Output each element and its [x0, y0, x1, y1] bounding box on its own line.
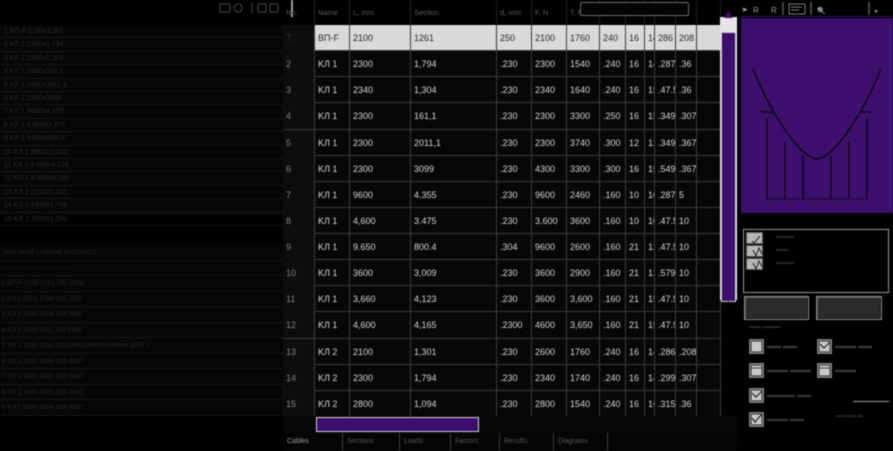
svg-text:R: R [771, 6, 777, 15]
svg-text:🔍: 🔍 [817, 6, 826, 15]
svg-text:▸: ▸ [875, 8, 879, 15]
svg-text:▸: ▸ [743, 4, 748, 14]
svg-text:R: R [753, 6, 759, 15]
